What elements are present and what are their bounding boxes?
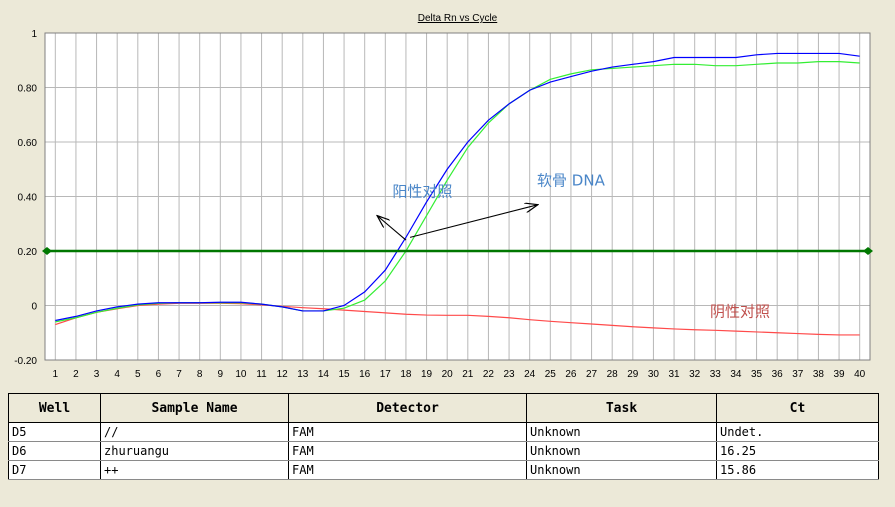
x-tick-label: 1 <box>53 369 59 380</box>
threshold-handle <box>42 247 52 255</box>
ct-cell: Undet. <box>716 422 879 442</box>
chart-panel: Delta Rn vs Cycle 1 2 3 4 5 6 7 8 9 10 11 12 13 14 15 16… <box>14 13 873 380</box>
x-tick-label: 30 <box>648 369 660 380</box>
y-tick-label: 0.40 <box>18 193 38 204</box>
x-tick-label: 12 <box>277 369 289 380</box>
x-tick-label: 36 <box>772 369 784 380</box>
x-tick-label: 17 <box>380 369 392 380</box>
series-line <box>55 52 860 322</box>
y-tick-label: 0.80 <box>18 84 38 95</box>
x-tick-label: 34 <box>730 369 742 380</box>
x-tick-label: 10 <box>235 369 247 380</box>
annotation-label: 阳性对照 <box>392 183 452 201</box>
x-tick-label: 16 <box>359 369 371 380</box>
well-cell: D5 <box>8 422 101 442</box>
well-cell: D7 <box>8 460 101 480</box>
detector-cell: FAM <box>288 422 527 442</box>
x-tick-label: 38 <box>813 369 825 380</box>
x-tick-label: 5 <box>135 369 141 380</box>
column-header-detector[interactable]: Detector <box>288 393 527 423</box>
ct-cell: 16.25 <box>716 441 879 461</box>
x-tick-label: 23 <box>504 369 516 380</box>
x-tick-label: 9 <box>218 369 224 380</box>
table-row[interactable]: D7 ++ FAM Unknown 15.86 <box>8 460 879 480</box>
task-cell: Unknown <box>526 460 717 480</box>
x-tick-label: 8 <box>197 369 203 380</box>
y-tick-label: 1 <box>31 29 37 40</box>
annotation-label: 阴性对照 <box>710 302 770 320</box>
x-tick-label: 6 <box>156 369 162 380</box>
task-cell: Unknown <box>526 441 717 461</box>
sample-name-cell: zhuruangu <box>100 441 289 461</box>
well-cell: D6 <box>8 441 101 461</box>
x-tick-label: 19 <box>421 369 433 380</box>
ct-cell: 15.86 <box>716 460 879 480</box>
x-tick-label: 33 <box>710 369 722 380</box>
x-tick-label: 26 <box>565 369 577 380</box>
table-row[interactable]: D6 zhuruangu FAM Unknown 16.25 <box>8 441 879 461</box>
threshold-handle <box>863 247 873 255</box>
x-tick-label: 27 <box>586 369 598 380</box>
column-header-sample-name[interactable]: Sample Name <box>100 393 289 423</box>
column-header-well[interactable]: Well <box>8 393 101 423</box>
x-tick-label: 35 <box>751 369 763 380</box>
x-tick-label: 14 <box>318 369 330 380</box>
y-tick-label: 0.60 <box>18 138 38 149</box>
column-header-ct[interactable]: Ct <box>716 393 879 423</box>
x-tick-label: 31 <box>669 369 681 380</box>
x-tick-label: 13 <box>297 369 309 380</box>
x-tick-label: 4 <box>114 369 120 380</box>
detector-cell: FAM <box>288 441 527 461</box>
x-tick-label: 15 <box>339 369 351 380</box>
x-tick-label: 28 <box>607 369 619 380</box>
sample-name-cell: // <box>100 422 289 442</box>
x-tick-label: 32 <box>689 369 701 380</box>
detector-cell: FAM <box>288 460 527 480</box>
x-tick-label: 20 <box>442 369 454 380</box>
chart-title: Delta Rn vs Cycle <box>418 13 498 24</box>
y-tick-label: 0.20 <box>18 247 38 258</box>
table-row[interactable]: D5 // FAM Unknown Undet. <box>8 422 879 442</box>
annotation-arrow <box>409 205 538 238</box>
results-table: Well Sample Name Detector Task Ct D5 // … <box>8 393 879 480</box>
x-tick-label: 21 <box>462 369 474 380</box>
x-tick-label: 39 <box>834 369 846 380</box>
x-tick-label: 18 <box>400 369 412 380</box>
y-tick-label: 0 <box>31 302 37 313</box>
column-header-task[interactable]: Task <box>526 393 717 423</box>
annotation-label: 软骨 DNA <box>537 172 606 190</box>
x-tick-label: 29 <box>627 369 639 380</box>
x-tick-label: 22 <box>483 369 495 380</box>
x-tick-label: 24 <box>524 369 536 380</box>
x-tick-label: 37 <box>792 369 804 380</box>
x-tick-label: 11 <box>256 369 267 380</box>
x-tick-label: 40 <box>854 369 866 380</box>
x-tick-label: 3 <box>94 369 100 380</box>
table-header-row: Well Sample Name Detector Task Ct <box>8 393 879 423</box>
sample-name-cell: ++ <box>100 460 289 480</box>
x-tick-label: 7 <box>176 369 182 380</box>
x-tick-label: 25 <box>545 369 557 380</box>
plot-border <box>44 32 871 361</box>
task-cell: Unknown <box>526 422 717 442</box>
x-tick-label: 2 <box>73 369 79 380</box>
annotation-arrow <box>377 216 407 241</box>
y-tick-label: -0.20 <box>14 356 37 367</box>
